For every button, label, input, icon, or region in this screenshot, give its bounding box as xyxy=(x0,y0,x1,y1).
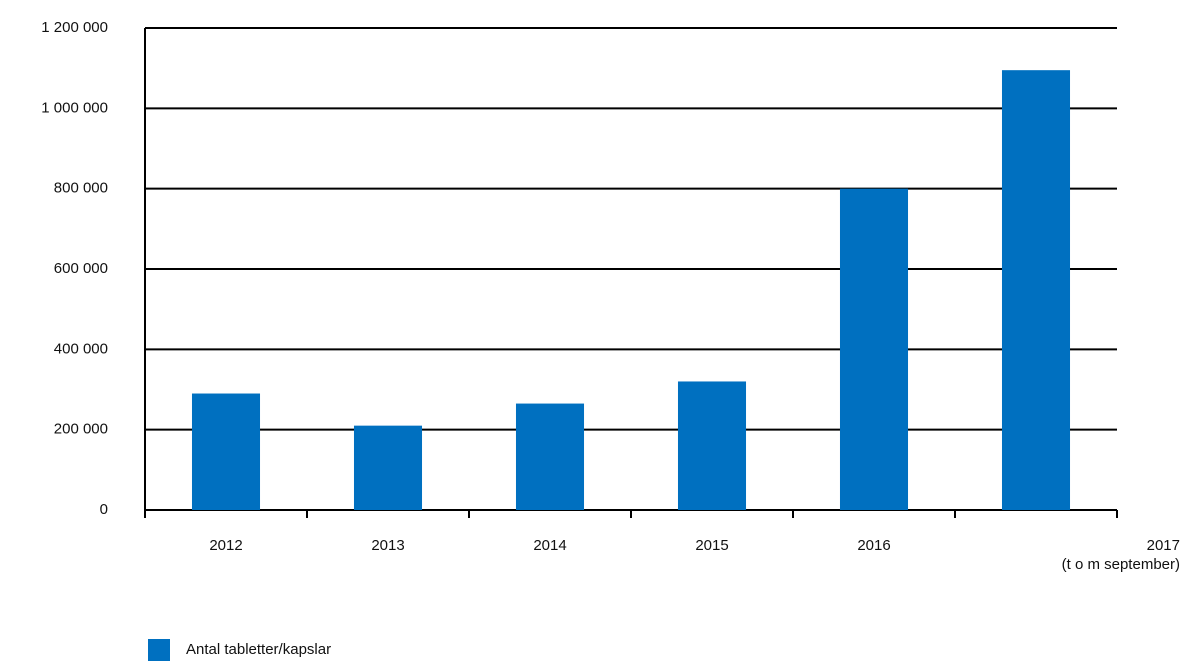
y-tick-label: 400 000 xyxy=(54,340,108,357)
legend-swatch xyxy=(148,639,170,661)
x-tick-label: 2017 (t o m september) xyxy=(1061,537,1180,573)
y-tick-label: 0 xyxy=(100,501,108,518)
x-tick-label: 2012 xyxy=(209,537,243,554)
bar xyxy=(515,403,585,510)
x-tick-label: 2015 xyxy=(695,537,729,554)
bar xyxy=(677,381,747,510)
y-tick-label: 600 000 xyxy=(54,260,108,277)
y-tick-label: 800 000 xyxy=(54,180,108,197)
x-tick-label: 2016 xyxy=(857,537,891,554)
y-tick-label: 1 200 000 xyxy=(41,19,108,36)
bar xyxy=(1001,70,1071,511)
y-tick-label: 1 000 000 xyxy=(41,99,108,116)
bar xyxy=(839,188,909,510)
y-tick-label: 200 000 xyxy=(54,421,108,438)
x-tick-label: 2013 xyxy=(371,537,405,554)
bar xyxy=(353,425,423,510)
bar xyxy=(191,393,261,510)
x-tick-label: 2014 xyxy=(533,537,567,554)
legend-label: Antal tabletter/kapslar xyxy=(186,641,331,658)
